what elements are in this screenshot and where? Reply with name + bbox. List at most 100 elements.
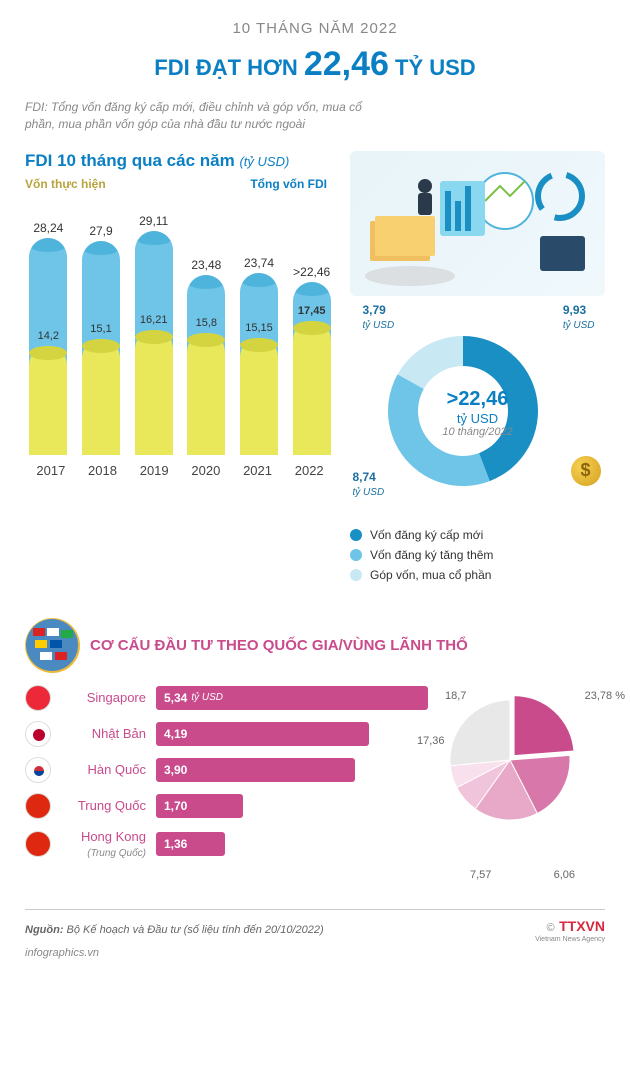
country-row: Hàn Quốc 3,90 [25,757,435,783]
bar-inner: 17,45 [293,321,331,455]
bar-col-2018: 27,9 15,1 [78,195,125,455]
country-row: Hong Kong(Trung Quốc) 1,36 [25,829,435,859]
infographic-container: 10 THÁNG NĂM 2022 FDI ĐẠT HƠN 22,46 TỶ U… [0,0,630,979]
yearly-barchart: FDI 10 tháng qua các năm (tỷ USD) Vốn th… [25,151,335,588]
year-label: 2021 [232,463,284,478]
legend-item: Góp vốn, mua cổ phần [350,568,605,582]
fdi-definition: FDI: Tổng vốn đăng ký cấp mới, điều chỉn… [25,99,365,133]
legend-dot-icon [350,529,362,541]
donut-slice-label: 3,79tỷ USD [363,303,395,331]
section2-title: CƠ CẤU ĐẦU TƯ THEO QUỐC GIA/VÙNG LÃNH TH… [90,637,605,654]
country-bar: 4,19 [156,722,369,746]
year-label: 2018 [77,463,129,478]
bar-outer: 15,1 [82,241,120,455]
country-value: 1,36 [164,837,187,851]
donut-center-date: 10 tháng/2022 [442,426,512,438]
bar-col-2020: 23,48 15,8 [183,195,230,455]
copyright-icon: © [547,922,555,934]
bar-realized-label: 16,21 [140,314,168,326]
donut-legend: Vốn đăng ký cấp mớiVốn đăng ký tăng thêm… [350,528,605,582]
bar-col-2022: >22,46 17,45 [288,195,335,455]
donut-chart: >22,46 tỷ USD 10 tháng/2022 9,93tỷ USD8,… [363,311,593,516]
year-label: 2017 [25,463,77,478]
barchart-unit: (tỷ USD) [239,154,289,169]
bar-realized-label: 14,2 [38,330,59,342]
bar-total-label: 29,11 [135,214,173,228]
bar-inner: 16,21 [135,330,173,454]
legend-dot-icon [350,549,362,561]
country-bar: 1,36 [156,832,225,856]
bar-col-2017: 28,24 14,2 [25,195,72,455]
year-label: 2022 [283,463,335,478]
dollar-icon: $ [571,456,601,486]
country-value: 1,70 [164,799,187,813]
flag-icon [25,793,51,819]
business-illustration-icon [350,151,605,296]
bar-inner: 14,2 [29,346,67,455]
pie-slice-label: 17,36 [417,735,445,747]
country-row: Singapore 5,34tỷ USD [25,685,435,711]
site-link: infographics.vn [25,947,605,959]
country-name: Singapore [61,690,146,705]
bar-legend-top: Vốn thực hiện Tổng vốn FDI [25,177,335,191]
bar-total-label: >22,46 [293,265,331,279]
section-1: FDI 10 tháng qua các năm (tỷ USD) Vốn th… [25,151,605,588]
right-column: >22,46 tỷ USD 10 tháng/2022 9,93tỷ USD 8,… [350,151,605,588]
flag-icon [25,831,51,857]
flag-icon [25,757,51,783]
main-title: FDI ĐẠT HƠN 22,46 TỶ USD [25,45,605,84]
pie-svg [435,685,585,835]
donut-center-unit: tỷ USD [442,411,512,426]
country-bar: 5,34tỷ USD [156,686,428,710]
bar-outer: 17,45 [293,282,331,454]
bar-total-label: 27,9 [82,224,120,238]
country-name: Hong Kong(Trung Quốc) [61,829,146,859]
legend-item: Vốn đăng ký tăng thêm [350,548,605,562]
section-2-countries: CƠ CẤU ĐẦU TƯ THEO QUỐC GIA/VÙNG LÃNH TH… [25,618,605,879]
bar-total-label: 23,74 [240,256,278,270]
country-row: Trung Quốc 1,70 [25,793,435,819]
label-realized: Vốn thực hiện [25,177,106,191]
donut-slice-label: 8,74tỷ USD [353,470,385,498]
country-bar: 3,90 [156,758,355,782]
logo-area: © TTXVN Vietnam News Agency [535,918,605,943]
bar-col-2019: 29,11 16,21 [130,195,177,455]
pie-slice-label: 23,78 % [585,690,625,702]
bar-inner: 15,1 [82,339,120,455]
barchart-title: FDI 10 tháng qua các năm (tỷ USD) [25,151,335,171]
pie-slice-label: 6,06 [554,869,575,881]
bar-total-label: 28,24 [29,221,67,235]
country-name: Nhật Bản [61,726,146,741]
bar-inner: 15,8 [187,333,225,454]
country-value: 3,90 [164,763,187,777]
donut-slice-label: 9,93tỷ USD [563,303,595,331]
title-post: TỶ USD [389,55,476,80]
country-name: Hàn Quốc [61,762,146,777]
bar-col-2021: 23,74 15,15 [236,195,283,455]
country-rows: Singapore 5,34tỷ USD Nhật Bản 4,19 Hàn Q… [25,685,435,869]
header: 10 THÁNG NĂM 2022 FDI ĐẠT HƠN 22,46 TỶ U… [25,20,605,84]
title-number: 22,46 [304,45,389,83]
label-total: Tổng vốn FDI [250,177,327,191]
bar-outer: 14,2 [29,238,67,455]
year-label: 2020 [180,463,232,478]
bar-inner: 15,15 [240,338,278,454]
country-row: Nhật Bản 4,19 [25,721,435,747]
pie-slice-label: 7,57 [470,869,491,881]
bar-total-label: 23,48 [187,258,225,272]
donut-center: >22,46 tỷ USD 10 tháng/2022 [442,388,512,438]
bar-realized-label: 15,1 [90,323,111,335]
country-value: 4,19 [164,727,187,741]
globe-flags-icon [25,618,80,673]
footer: Nguồn: Bộ Kế hoạch và Đầu tư (số liệu tí… [25,909,605,943]
bar-realized-label: 15,8 [196,317,217,329]
pie-slice-label: 18,7 [445,690,466,702]
country-pie-chart: 23,78 %18,717,367,576,06 [435,685,605,879]
bar-outer: 16,21 [135,231,173,454]
country-bar: 1,70 [156,794,243,818]
section2-header: CƠ CẤU ĐẦU TƯ THEO QUỐC GIA/VÙNG LÃNH TH… [25,618,605,673]
period-subtitle: 10 THÁNG NĂM 2022 [25,20,605,37]
logo-sub: Vietnam News Agency [535,936,605,943]
country-name: Trung Quốc [61,798,146,813]
country-value: 5,34 [164,691,187,705]
